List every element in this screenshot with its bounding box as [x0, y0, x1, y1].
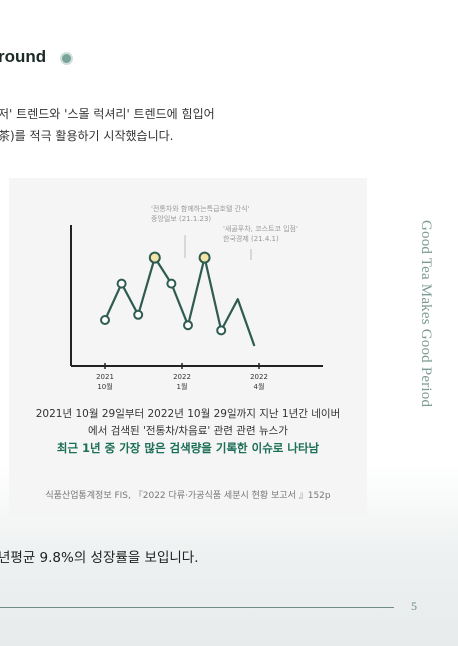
caption-highlight: 최근 1년 중 가장 많은 검색량을 기록한 이슈로 나타남: [56, 441, 320, 455]
caption-line-2: 에서 검색된 '전통차/차음료' 관련 관련 뉴스가: [88, 425, 288, 437]
line-chart: '전통차와 함께하는특급호텔 간식' 중앙일보 (21.1.23) '새골푸차,…: [70, 204, 323, 391]
paragraph-line-1: 저' 트렌드와 '스몰 럭셔리' 트렌드에 힘입어: [0, 107, 215, 121]
x-tick-label-year: 2021: [96, 373, 114, 381]
annotation-2-title: '새골푸차, 코스트코 입점': [223, 224, 298, 233]
x-tick-label-year: 2022: [173, 373, 191, 381]
data-point: [183, 320, 193, 331]
data-point: [166, 278, 177, 289]
data-point: [100, 315, 110, 325]
highlight-data-point: [148, 251, 161, 264]
annotation-1-title: '전통차와 함께하는특급호텔 간식': [151, 204, 250, 213]
figure-source: 식품산업통계정보 FIS, 『2022 다류·가공식품 세분시 현황 보고서 』…: [45, 491, 331, 501]
annotation-1-source: 중앙일보 (21.1.23): [151, 214, 211, 223]
footer-divider: [0, 607, 394, 608]
x-tick-label-year: 2022: [250, 373, 268, 381]
x-tick-label-month: 10월: [97, 382, 112, 391]
paragraph-line-2: 茶)를 적극 활용하기 시작했습니다.: [0, 129, 174, 143]
series-line: [103, 256, 256, 347]
x-tick-label-month: 4월: [254, 382, 265, 391]
figure-panel: '전통차와 함께하는특급호텔 간식' 중앙일보 (21.1.23) '새골푸차,…: [9, 178, 367, 516]
data-point: [116, 278, 127, 289]
data-point: [216, 325, 227, 336]
section-heading: round: [0, 47, 47, 66]
annotation-2: '새골푸차, 코스트코 입점' 한국경제 (21.4.1): [223, 224, 298, 260]
x-tick-label-month: 1월: [177, 382, 188, 391]
annotation-1: '전통차와 함께하는특급호텔 간식' 중앙일보 (21.1.23): [151, 204, 250, 258]
data-point: [133, 309, 144, 320]
bottom-paragraph: 년평균 9.8%의 성장률을 보입니다.: [0, 550, 199, 566]
side-title: Good Tea Makes Good Period: [418, 220, 434, 408]
caption-line-1: 2021년 10월 29일부터 2022년 10월 29일까지 지난 1년간 네…: [35, 408, 341, 420]
highlight-data-point: [198, 251, 211, 264]
heading-dot-icon: [62, 54, 71, 63]
page-number: 5: [411, 599, 417, 613]
annotation-2-source: 한국경제 (21.4.1): [223, 234, 279, 243]
